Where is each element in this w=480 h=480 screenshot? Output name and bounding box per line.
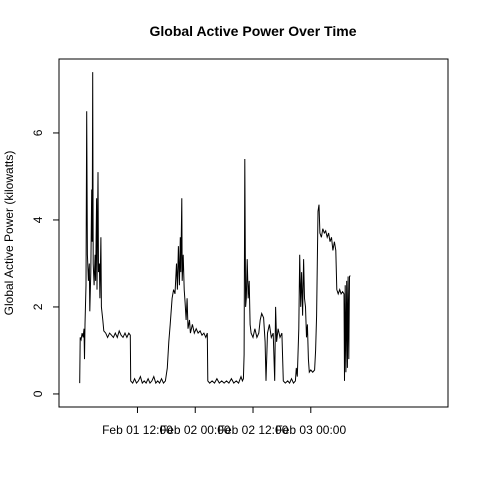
x-tick-label: Feb 02 12:00 — [218, 423, 289, 437]
x-tick-label: Feb 02 00:00 — [160, 423, 231, 437]
y-tick-label: 4 — [31, 216, 45, 223]
series-group — [79, 72, 351, 385]
series-line — [79, 72, 351, 385]
chart-title: Global Active Power Over Time — [150, 23, 357, 39]
x-tick-label: Feb 01 12:00 — [102, 423, 173, 437]
y-tick-label: 6 — [31, 129, 45, 136]
y-tick-label: 2 — [31, 303, 45, 310]
x-tick-label: Feb 03 00:00 — [275, 423, 346, 437]
y-axis: 0 2 4 6 — [31, 129, 59, 397]
y-axis-label: Global Active Power (kilowatts) — [2, 151, 16, 316]
y-tick-label: 0 — [31, 390, 45, 397]
